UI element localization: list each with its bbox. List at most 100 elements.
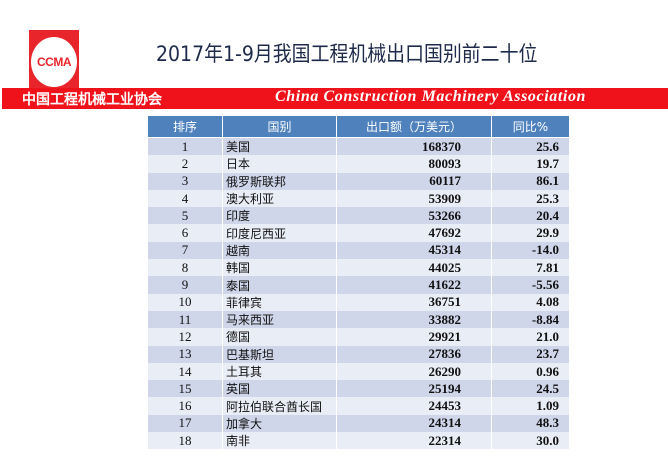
yoy-cell: 24.5	[491, 380, 570, 398]
yoy-cell: 4.08	[491, 293, 570, 311]
export-value-cell: 45314	[336, 241, 492, 260]
table-row: 13 巴基斯坦 27836 23.7	[147, 345, 570, 363]
rank-cell: 10	[147, 293, 223, 311]
country-cell: 日本	[222, 155, 337, 173]
association-banner: 中国工程机械工业协会 China Construction Machinery …	[2, 88, 668, 109]
yoy-cell: 19.7	[491, 155, 570, 173]
country-cell: 澳大利亚	[222, 189, 337, 208]
country-cell: 阿拉伯联合酋长国	[222, 397, 337, 415]
yoy-cell: -5.56	[491, 276, 570, 294]
export-value-cell: 33882	[336, 310, 492, 329]
page-title: 2017年1-9月我国工程机械出口国别前二十位	[156, 42, 538, 66]
rank-cell: 14	[147, 362, 223, 381]
export-value-cell: 29921	[336, 328, 492, 346]
country-cell: 韩国	[222, 259, 337, 277]
export-value-cell: 53266	[336, 207, 492, 225]
table-header: 排序 国别 出口额（万美元） 同比%	[147, 115, 570, 138]
table-row: 6 印度尼西亚 47692 29.9	[147, 224, 570, 242]
rank-cell: 15	[147, 380, 223, 398]
country-cell: 土耳其	[222, 362, 337, 381]
yoy-cell: 23.7	[491, 345, 570, 363]
rank-cell: 4	[147, 189, 223, 208]
country-cell: 德国	[222, 328, 337, 346]
header-country: 国别	[222, 115, 337, 138]
yoy-cell: 25.3	[491, 189, 570, 208]
rank-cell: 18	[147, 432, 223, 450]
yoy-cell: -14.0	[491, 241, 570, 260]
rank-cell: 3	[147, 172, 223, 190]
header-yoy: 同比%	[491, 115, 570, 138]
export-ranking-table: 排序 国别 出口额（万美元） 同比% 1 美国 168370 25.6 2 日本 80093…	[147, 115, 570, 450]
country-cell: 马来西亚	[222, 310, 337, 329]
rank-cell: 16	[147, 397, 223, 415]
table-row: 14 土耳其 26290 0.96	[147, 362, 570, 381]
export-value-cell: 22314	[336, 432, 492, 450]
yoy-cell: 7.81	[491, 259, 570, 277]
yoy-cell: 20.4	[491, 207, 570, 225]
country-cell: 加拿大	[222, 414, 337, 433]
yoy-cell: -8.84	[491, 310, 570, 329]
yoy-cell: 25.6	[491, 137, 570, 156]
yoy-cell: 48.3	[491, 414, 570, 433]
export-value-cell: 44025	[336, 259, 492, 277]
export-value-cell: 25194	[336, 380, 492, 398]
table-row: 8 韩国 44025 7.81	[147, 259, 570, 277]
country-cell: 菲律宾	[222, 293, 337, 311]
export-value-cell: 80093	[336, 155, 492, 173]
yoy-cell: 30.0	[491, 432, 570, 450]
table-row: 12 德国 29921 21.0	[147, 328, 570, 346]
country-cell: 印度	[222, 207, 337, 225]
rank-cell: 9	[147, 276, 223, 294]
rank-cell: 5	[147, 207, 223, 225]
table-row: 9 泰国 41622 -5.56	[147, 276, 570, 294]
rank-cell: 13	[147, 345, 223, 363]
logo-circle: CCMA	[31, 37, 77, 87]
export-value-cell: 24314	[336, 414, 492, 433]
country-cell: 泰国	[222, 276, 337, 294]
rank-cell: 8	[147, 259, 223, 277]
table-row: 18 南非 22314 30.0	[147, 432, 570, 450]
rank-cell: 6	[147, 224, 223, 242]
rank-cell: 12	[147, 328, 223, 346]
table-row: 10 菲律宾 36751 4.08	[147, 293, 570, 311]
yoy-cell: 0.96	[491, 362, 570, 381]
country-cell: 美国	[222, 137, 337, 156]
table-row: 5 印度 53266 20.4	[147, 207, 570, 225]
rank-cell: 1	[147, 137, 223, 156]
ccma-logo: CCMA	[29, 30, 79, 94]
rank-cell: 2	[147, 155, 223, 173]
export-value-cell: 53909	[336, 189, 492, 208]
export-value-cell: 60117	[336, 172, 492, 190]
table-row: 15 英国 25194 24.5	[147, 380, 570, 398]
table-row: 11 马来西亚 33882 -8.84	[147, 310, 570, 329]
country-cell: 英国	[222, 380, 337, 398]
country-cell: 南非	[222, 432, 337, 450]
table-row: 16 阿拉伯联合酋长国 24453 1.09	[147, 397, 570, 415]
export-value-cell: 168370	[336, 137, 492, 156]
yoy-cell: 29.9	[491, 224, 570, 242]
country-cell: 俄罗斯联邦	[222, 172, 337, 190]
export-value-cell: 41622	[336, 276, 492, 294]
export-value-cell: 24453	[336, 397, 492, 415]
table-row: 3 俄罗斯联邦 60117 86.1	[147, 172, 570, 190]
country-cell: 巴基斯坦	[222, 345, 337, 363]
header-export-value: 出口额（万美元）	[336, 115, 492, 138]
table-row: 7 越南 45314 -14.0	[147, 241, 570, 260]
logo-text: CCMA	[37, 55, 72, 69]
table-row: 1 美国 168370 25.6	[147, 137, 570, 156]
header-rank: 排序	[147, 115, 223, 138]
export-value-cell: 36751	[336, 293, 492, 311]
table-row: 17 加拿大 24314 48.3	[147, 414, 570, 433]
rank-cell: 11	[147, 310, 223, 329]
yoy-cell: 1.09	[491, 397, 570, 415]
export-value-cell: 27836	[336, 345, 492, 363]
export-value-cell: 47692	[336, 224, 492, 242]
banner-english-name: China Construction Machinery Association	[275, 88, 587, 105]
export-value-cell: 26290	[336, 362, 492, 381]
yoy-cell: 86.1	[491, 172, 570, 190]
table-row: 2 日本 80093 19.7	[147, 155, 570, 173]
rank-cell: 17	[147, 414, 223, 433]
country-cell: 印度尼西亚	[222, 224, 337, 242]
rank-cell: 7	[147, 241, 223, 260]
yoy-cell: 21.0	[491, 328, 570, 346]
